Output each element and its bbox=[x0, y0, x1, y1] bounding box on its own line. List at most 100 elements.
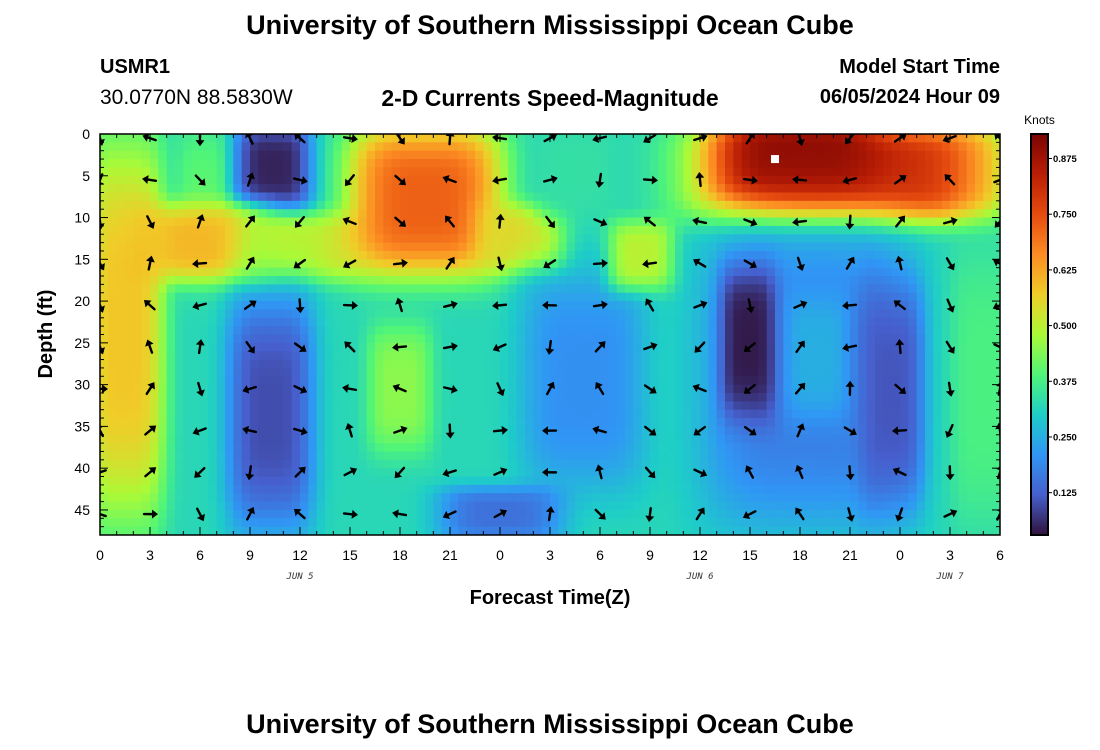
heatmap-cell bbox=[758, 301, 768, 311]
heatmap-cell bbox=[225, 167, 234, 177]
heatmap-cell bbox=[775, 351, 784, 361]
heatmap-cell bbox=[658, 259, 668, 269]
heatmap-cell bbox=[950, 317, 959, 327]
heatmap-cell bbox=[850, 234, 859, 244]
heatmap-cell bbox=[741, 209, 751, 219]
heatmap-cell bbox=[775, 142, 784, 152]
heatmap-cell bbox=[358, 167, 368, 177]
heatmap-cell bbox=[816, 284, 826, 294]
heatmap-cell bbox=[458, 459, 468, 469]
heatmap-cell bbox=[516, 250, 526, 260]
heatmap-cell bbox=[750, 367, 759, 377]
heatmap-cell bbox=[708, 334, 718, 344]
heatmap-cell bbox=[416, 234, 426, 244]
heatmap-cell bbox=[308, 134, 318, 143]
heatmap-cell bbox=[391, 284, 401, 294]
heatmap-cell bbox=[725, 317, 734, 327]
heatmap-cell bbox=[200, 134, 209, 143]
heatmap-cell bbox=[166, 242, 176, 252]
heatmap-cell bbox=[350, 242, 359, 252]
heatmap-cell bbox=[858, 134, 868, 143]
heatmap-cell bbox=[266, 342, 276, 352]
heatmap-cell bbox=[791, 351, 801, 361]
heatmap-cell bbox=[233, 200, 243, 210]
heatmap-cell bbox=[508, 334, 518, 344]
heatmap-cell bbox=[783, 334, 793, 344]
heatmap-cell bbox=[441, 250, 451, 260]
heatmap-cell bbox=[408, 284, 418, 294]
heatmap-cell bbox=[308, 267, 318, 277]
heatmap-cell bbox=[591, 493, 601, 503]
heatmap-cell bbox=[258, 509, 268, 519]
heatmap-cell bbox=[333, 134, 343, 143]
heatmap-cell bbox=[583, 443, 593, 453]
heatmap-cell bbox=[666, 376, 676, 386]
heatmap-cell bbox=[616, 267, 626, 277]
heatmap-cell bbox=[116, 192, 126, 202]
heatmap-cell bbox=[641, 242, 651, 252]
heatmap-cell bbox=[291, 501, 301, 511]
heatmap-cell bbox=[175, 401, 184, 411]
heatmap-cell bbox=[675, 451, 684, 461]
heatmap-cell bbox=[425, 493, 434, 503]
heatmap-cell bbox=[891, 451, 901, 461]
heatmap-cell bbox=[941, 259, 951, 269]
heatmap-cell bbox=[891, 509, 901, 519]
heatmap-cell bbox=[166, 418, 176, 427]
heatmap-cell bbox=[708, 225, 718, 235]
heatmap-cell bbox=[716, 242, 726, 252]
heatmap-cell bbox=[700, 426, 709, 436]
heatmap-cell bbox=[733, 284, 743, 294]
heatmap-cell bbox=[241, 334, 251, 344]
heatmap-cell bbox=[158, 301, 168, 311]
heatmap-cell bbox=[575, 518, 584, 528]
heatmap-cell bbox=[908, 342, 918, 352]
heatmap-cell bbox=[708, 443, 718, 453]
heatmap-cell bbox=[833, 359, 843, 369]
heatmap-cell bbox=[325, 401, 334, 411]
heatmap-cell bbox=[291, 326, 301, 336]
heatmap-cell bbox=[341, 200, 351, 210]
heatmap-cell bbox=[941, 225, 951, 235]
heatmap-cell bbox=[683, 192, 693, 202]
heatmap-cell bbox=[425, 451, 434, 461]
heatmap-cell bbox=[916, 301, 926, 311]
heatmap-cell bbox=[883, 376, 893, 386]
heatmap-cell bbox=[266, 443, 276, 453]
heatmap-cell bbox=[575, 317, 584, 327]
heatmap-cell bbox=[875, 518, 884, 528]
heatmap-cell bbox=[508, 409, 518, 419]
heatmap-cell bbox=[391, 217, 401, 227]
heatmap-cell bbox=[108, 175, 118, 185]
heatmap-cell bbox=[275, 326, 284, 336]
heatmap-cell bbox=[333, 351, 343, 361]
heatmap-cell bbox=[658, 443, 668, 453]
heatmap-cell bbox=[700, 392, 709, 402]
heatmap-cell bbox=[200, 443, 209, 453]
heatmap-cell bbox=[566, 292, 576, 302]
heatmap-cell bbox=[758, 359, 768, 369]
heatmap-cell bbox=[891, 443, 901, 453]
heatmap-cell bbox=[716, 526, 726, 535]
heatmap-cell bbox=[833, 317, 843, 327]
heatmap-cell bbox=[625, 175, 634, 185]
heatmap-cell bbox=[666, 150, 676, 160]
heatmap-cell bbox=[241, 501, 251, 511]
heatmap-cell bbox=[141, 426, 151, 436]
heatmap-cell bbox=[541, 526, 551, 535]
heatmap-cell bbox=[491, 501, 501, 511]
heatmap-cell bbox=[900, 301, 909, 311]
heatmap-cell bbox=[358, 434, 368, 444]
heatmap-cell bbox=[283, 276, 293, 285]
heatmap-cell bbox=[950, 443, 959, 453]
heatmap-cell bbox=[300, 200, 309, 210]
heatmap-cell bbox=[800, 351, 809, 361]
heatmap-cell bbox=[883, 359, 893, 369]
heatmap-cell bbox=[833, 518, 843, 528]
heatmap-cell bbox=[675, 250, 684, 260]
heatmap-cell bbox=[183, 217, 193, 227]
heatmap-cell bbox=[916, 142, 926, 152]
heatmap-cell bbox=[641, 159, 651, 169]
heatmap-cell bbox=[216, 334, 226, 344]
heatmap-cell bbox=[400, 376, 409, 386]
